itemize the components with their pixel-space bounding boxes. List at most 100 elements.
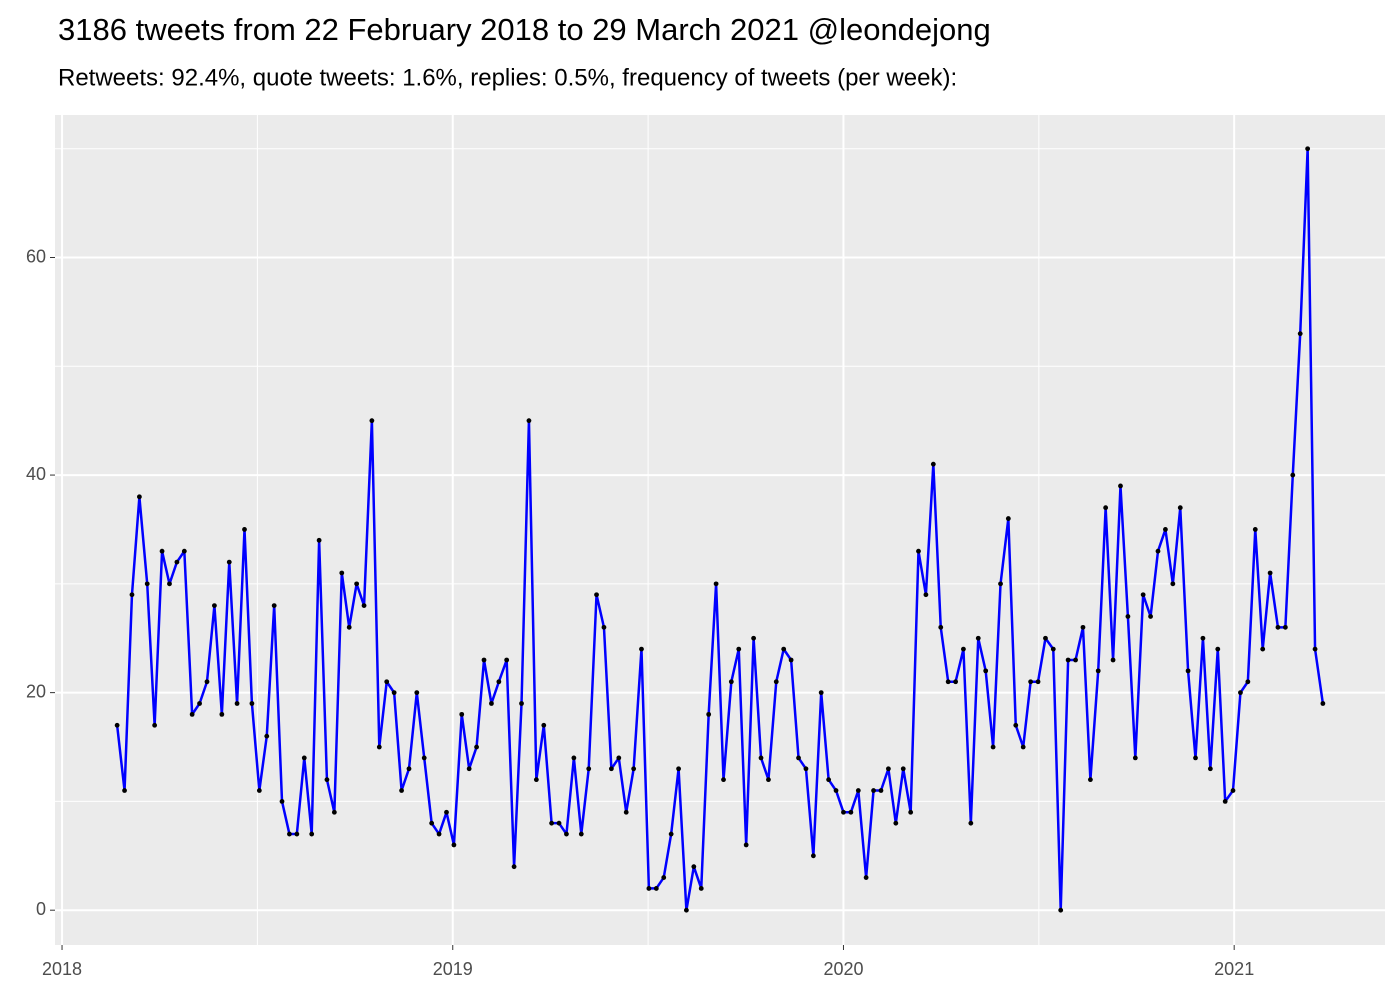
data-point: [639, 646, 644, 652]
data-point: [1065, 657, 1071, 663]
data-point: [1035, 679, 1041, 685]
data-point: [564, 831, 569, 837]
data-point: [339, 570, 345, 576]
data-point: [571, 755, 577, 761]
data-point: [885, 766, 891, 772]
data-point: [961, 646, 966, 652]
data-point: [713, 581, 719, 587]
data-point: [466, 766, 472, 772]
data-point: [167, 581, 172, 587]
data-point: [916, 548, 921, 554]
data-point: [1305, 146, 1311, 152]
data-point: [1125, 614, 1131, 619]
data-point: [346, 624, 352, 630]
y-tick-label: 20: [26, 681, 46, 701]
data-point: [683, 907, 689, 913]
data-point: [279, 799, 285, 804]
data-point: [504, 657, 510, 663]
data-point: [608, 766, 614, 772]
data-point: [863, 875, 869, 880]
data-point: [526, 418, 532, 424]
data-point: [1320, 701, 1326, 706]
data-point: [848, 809, 854, 815]
data-point: [751, 635, 757, 641]
data-point: [324, 777, 330, 783]
data-point: [586, 766, 592, 772]
data-point: [406, 766, 412, 772]
data-point: [1043, 635, 1048, 641]
data-point: [1185, 668, 1191, 674]
data-point: [810, 853, 816, 859]
y-tick-label: 0: [36, 899, 46, 919]
data-point: [481, 657, 487, 663]
data-point: [256, 788, 262, 793]
data-point: [264, 733, 270, 739]
data-point: [436, 831, 442, 837]
data-point: [152, 722, 158, 728]
data-point: [174, 559, 180, 565]
data-point: [1252, 527, 1258, 532]
data-point: [384, 679, 390, 685]
data-point: [301, 755, 307, 761]
data-point: [511, 864, 517, 870]
data-point: [668, 831, 674, 837]
data-point: [181, 548, 187, 554]
data-point: [159, 548, 165, 554]
data-point: [226, 559, 232, 565]
data-point: [421, 755, 427, 761]
data-point: [698, 886, 704, 891]
chart-title: 3186 tweets from 22 February 2018 to 29 …: [58, 12, 991, 47]
data-point: [1020, 744, 1026, 750]
y-tick-label: 60: [26, 246, 46, 266]
data-point: [189, 711, 195, 717]
data-point: [1163, 527, 1168, 532]
data-point: [818, 690, 824, 696]
data-point: [1207, 766, 1213, 772]
data-point: [316, 537, 322, 543]
data-point: [114, 722, 120, 728]
data-point: [136, 494, 142, 500]
data-point: [646, 886, 652, 891]
data-point: [1193, 755, 1198, 761]
data-point: [706, 711, 712, 717]
data-point: [444, 809, 449, 815]
data-point: [309, 831, 315, 837]
data-point: [871, 788, 876, 793]
data-point: [766, 777, 771, 783]
data-point: [945, 679, 951, 685]
data-point: [743, 842, 749, 848]
data-point: [122, 788, 127, 793]
data-point: [676, 766, 681, 772]
data-point: [219, 711, 225, 717]
data-point: [287, 831, 292, 837]
data-point: [841, 809, 846, 815]
data-point: [833, 788, 839, 793]
data-point: [1245, 679, 1251, 685]
data-point: [549, 820, 555, 826]
data-point: [451, 842, 457, 848]
data-point: [728, 679, 734, 685]
data-point: [1170, 581, 1176, 587]
data-point: [1073, 657, 1078, 663]
data-point: [361, 603, 367, 609]
data-point: [249, 701, 255, 706]
data-point: [803, 766, 809, 772]
data-point: [1267, 570, 1273, 576]
data-point: [1148, 614, 1153, 619]
data-point: [1275, 624, 1281, 630]
x-tick-label: 2019: [433, 959, 473, 979]
data-point: [414, 690, 420, 696]
data-point: [826, 777, 832, 783]
x-tick-label: 2021: [1214, 959, 1254, 979]
data-point: [533, 777, 539, 783]
data-point: [855, 788, 861, 793]
data-point: [354, 581, 360, 587]
data-point: [1260, 646, 1266, 652]
data-point: [1118, 483, 1123, 489]
data-line: [115, 147, 1325, 912]
data-point: [923, 592, 929, 598]
data-point: [459, 711, 465, 717]
data-point: [1050, 646, 1056, 652]
data-point: [376, 744, 382, 750]
data-point: [496, 679, 502, 685]
